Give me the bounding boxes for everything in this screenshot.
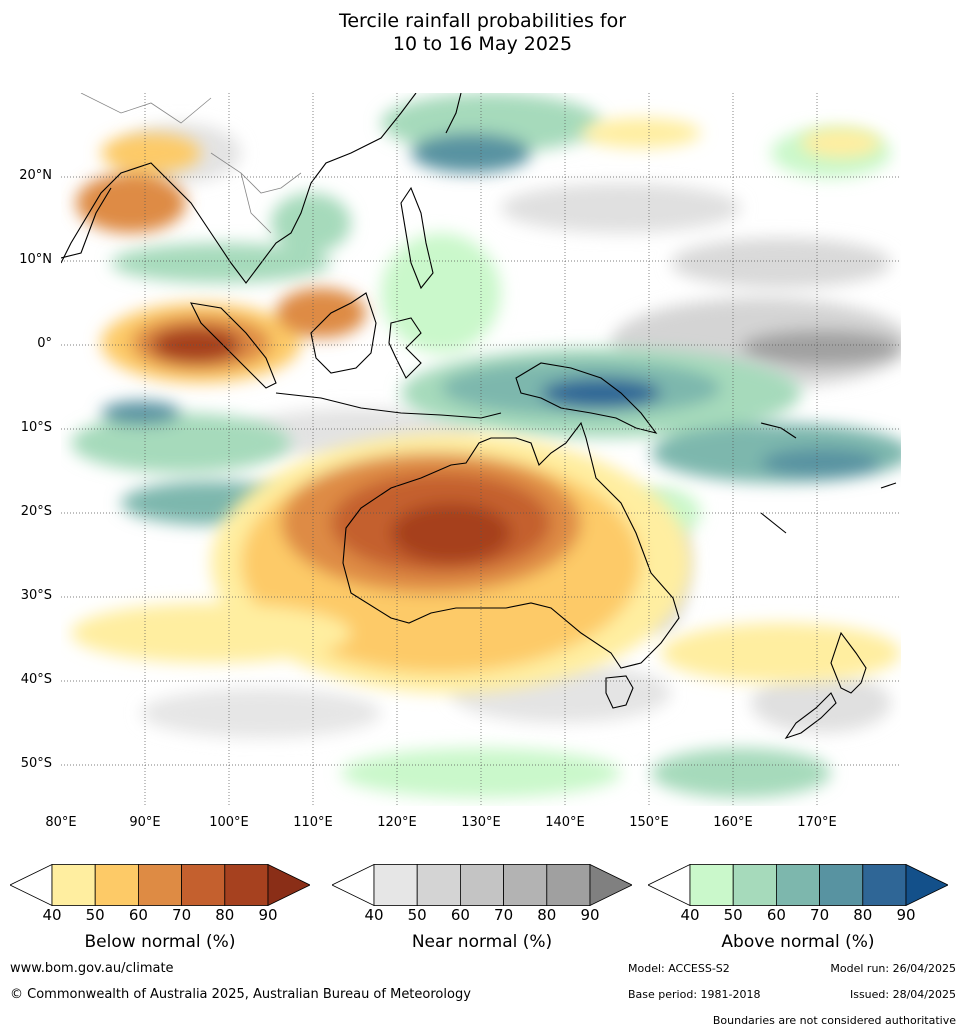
colorbar-segment xyxy=(732,864,777,906)
colorbar-segment xyxy=(862,864,907,906)
country-borders xyxy=(80,93,302,234)
colorbar-tick-label: 70 xyxy=(810,906,830,924)
colorbar-segment xyxy=(546,864,591,906)
below-normal-areas xyxy=(71,118,901,693)
colorbar-segment xyxy=(94,864,139,906)
website-link[interactable]: www.bom.gov.au/climate xyxy=(10,961,174,976)
colorbar-segment xyxy=(819,864,864,906)
latitude-label: 10°N xyxy=(19,252,52,267)
latitude-label: 30°S xyxy=(20,588,52,603)
title-line-2: 10 to 16 May 2025 xyxy=(392,33,573,55)
colorbar-segment xyxy=(373,864,418,906)
australia-coastline xyxy=(342,421,680,669)
new-zealand-coastline xyxy=(830,631,867,694)
colorbar-segment xyxy=(689,864,734,906)
sumatra-coastline xyxy=(190,302,277,389)
longitude-label: 120°E xyxy=(377,815,417,830)
longitude-label: 130°E xyxy=(461,815,501,830)
model-run-date: Model run: 26/04/2025 xyxy=(830,962,956,975)
longitude-label: 140°E xyxy=(545,815,585,830)
colorbar-tick-label: 90 xyxy=(258,906,278,924)
colorbar-over-arrow xyxy=(267,864,310,906)
colorbar-tick-label: 70 xyxy=(172,906,192,924)
colorbar-over-arrow xyxy=(905,864,948,906)
colorbar-tick-label: 60 xyxy=(128,906,148,924)
new-guinea-coastline xyxy=(515,362,658,434)
latitude-label: 50°S xyxy=(20,756,52,771)
philippines-coastline xyxy=(400,186,434,290)
colorbar-tick-label: 60 xyxy=(450,906,470,924)
below-normal-colorbar xyxy=(10,864,310,906)
colorbar-tick-label: 40 xyxy=(680,906,700,924)
map-title: Tercile rainfall probabilities for 10 to… xyxy=(0,10,965,56)
near-normal-colorbar xyxy=(332,864,632,906)
colorbar-segment xyxy=(459,864,504,906)
colorbar-under-arrow xyxy=(648,864,691,906)
longitude-label: 160°E xyxy=(713,815,753,830)
latitude-label: 20°N xyxy=(19,168,52,183)
longitude-label: 170°E xyxy=(797,815,837,830)
longitude-label: 90°E xyxy=(129,815,161,830)
latitude-label: 20°S xyxy=(20,504,52,519)
above-normal-title: Above normal (%) xyxy=(721,932,875,952)
colorbar-tick-label: 90 xyxy=(580,906,600,924)
title-line-1: Tercile rainfall probabilities for xyxy=(338,10,627,32)
base-period: Base period: 1981-2018 xyxy=(628,988,761,1001)
colorbar-tick-label: 40 xyxy=(364,906,384,924)
colorbar-segment xyxy=(51,864,96,906)
colorbar-tick-label: 40 xyxy=(42,906,62,924)
colorbar-under-arrow xyxy=(332,864,375,906)
boundaries-note: Boundaries are not considered authoritat… xyxy=(712,1014,956,1027)
colorbar-tick-label: 60 xyxy=(766,906,786,924)
colorbar-segment xyxy=(775,864,820,906)
colorbar-tick-label: 90 xyxy=(896,906,916,924)
colorbar-segment xyxy=(181,864,226,906)
colorbar-under-arrow xyxy=(10,864,53,906)
tasmania-coastline xyxy=(605,675,634,709)
colorbar-tick-label: 50 xyxy=(85,906,105,924)
asia-coastline xyxy=(61,93,417,284)
colorbar-segment xyxy=(416,864,461,906)
below-normal-title: Below normal (%) xyxy=(84,932,236,952)
colorbar-tick-label: 50 xyxy=(723,906,743,924)
issued-date: Issued: 28/04/2025 xyxy=(849,988,956,1001)
colorbar-tick-label: 70 xyxy=(494,906,514,924)
colorbar-tick-label: 80 xyxy=(853,906,873,924)
colorbar-segment xyxy=(224,864,269,906)
borneo-coastline xyxy=(310,292,377,374)
colorbar-tick-label: 50 xyxy=(407,906,427,924)
longitude-label: 150°E xyxy=(629,815,669,830)
copyright-text: © Commonwealth of Australia 2025, Austra… xyxy=(10,987,471,1002)
longitude-label: 100°E xyxy=(209,815,249,830)
longitude-label: 110°E xyxy=(293,815,333,830)
colorbar-tick-label: 80 xyxy=(537,906,557,924)
coastlines xyxy=(61,93,897,740)
near-normal-title: Near normal (%) xyxy=(411,932,553,952)
above-normal-colorbar xyxy=(648,864,948,906)
colorbar-over-arrow xyxy=(589,864,632,906)
colorbar-segment xyxy=(503,864,548,906)
rainfall-probability-map xyxy=(61,93,901,806)
model-name: Model: ACCESS-S2 xyxy=(628,962,730,975)
latitude-label: 0° xyxy=(37,336,52,351)
latitude-label: 40°S xyxy=(20,672,52,687)
graticule xyxy=(61,93,901,806)
colorbar-tick-label: 80 xyxy=(215,906,235,924)
latitude-label: 10°S xyxy=(20,420,52,435)
sulawesi-coastline xyxy=(388,317,422,379)
longitude-label: 80°E xyxy=(45,815,77,830)
colorbar-segment xyxy=(137,864,182,906)
